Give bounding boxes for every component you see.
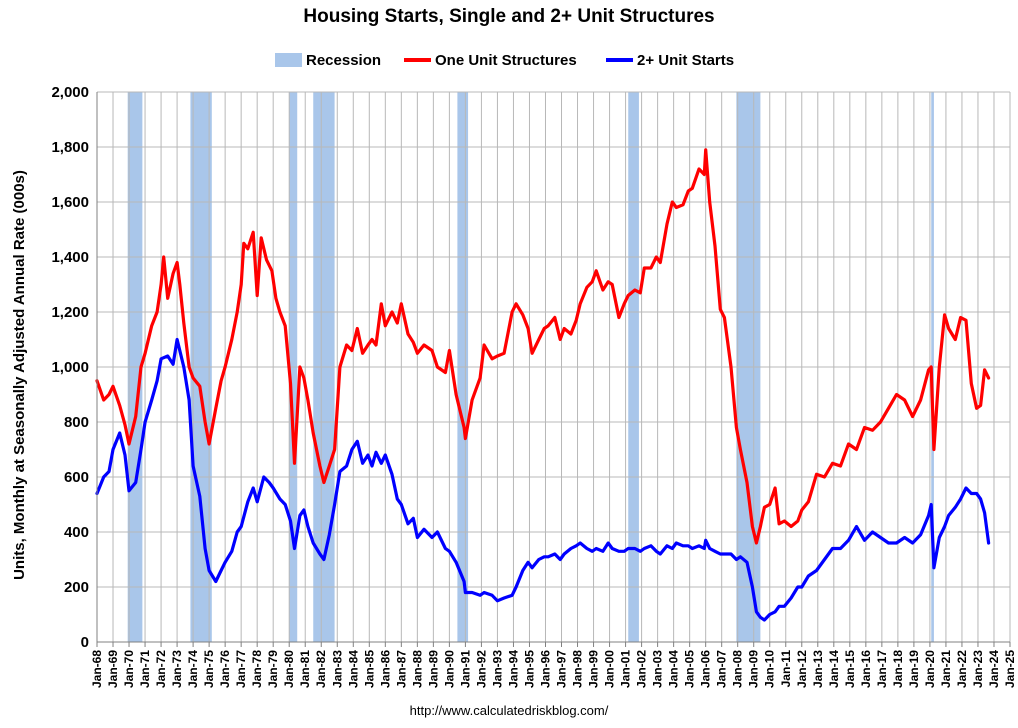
- x-tick-label: Jan-84: [346, 650, 360, 688]
- y-tick-label: 800: [64, 414, 89, 431]
- x-tick-label: Jan-98: [571, 650, 585, 688]
- x-tick-label: Jan-19: [907, 650, 921, 688]
- x-tick-label: Jan-89: [426, 650, 440, 688]
- chart-title: Housing Starts, Single and 2+ Unit Struc…: [303, 6, 715, 27]
- x-tick-label: Jan-23: [971, 650, 985, 688]
- x-tick-label: Jan-07: [715, 650, 729, 688]
- x-tick-label: Jan-77: [234, 650, 248, 688]
- x-tick-label: Jan-09: [747, 650, 761, 688]
- x-tick-label: Jan-22: [955, 650, 969, 688]
- x-tick-label: Jan-92: [474, 650, 488, 688]
- legend-swatch-multi-unit: [606, 58, 633, 62]
- y-tick-label: 0: [81, 634, 89, 651]
- x-tick-label: Jan-75: [202, 650, 216, 688]
- y-tick-label: 200: [64, 579, 89, 596]
- x-tick-label: Jan-93: [490, 650, 504, 688]
- legend-label-one-unit: One Unit Structures: [435, 51, 577, 69]
- y-tick-label: 1,800: [51, 139, 89, 156]
- legend-item-multi-unit: 2+ Unit Starts: [606, 49, 734, 71]
- legend-swatch-recession: [275, 53, 302, 67]
- legend-item-recession: Recession: [275, 49, 381, 71]
- plot-area: 0 200 400 600 800 1,000 1,200 1,400 1,600 1,800 2,…: [51, 84, 1017, 688]
- x-tick-label: Jan-04: [667, 650, 681, 688]
- x-tick-label: Jan-81: [298, 650, 312, 688]
- x-tick-label: Jan-03: [651, 650, 665, 688]
- legend-label-recession: Recession: [306, 51, 382, 69]
- x-tick-label: Jan-78: [250, 650, 264, 688]
- x-tick-label: Jan-08: [731, 650, 745, 688]
- x-tick-label: Jan-83: [330, 650, 344, 688]
- y-tick-label: 1,400: [51, 249, 89, 266]
- x-tick-label: Jan-94: [506, 650, 520, 688]
- x-tick-label: Jan-15: [843, 650, 857, 688]
- x-tick-label: Jan-72: [154, 650, 168, 688]
- legend-item-one-unit: One Unit Structures: [404, 49, 577, 71]
- x-tick-label: Jan-74: [186, 650, 200, 688]
- x-tick-label: Jan-18: [891, 650, 905, 688]
- source-url: http://www.calculatedriskblog.com/: [409, 703, 609, 718]
- x-tick-label: Jan-82: [314, 650, 328, 688]
- x-tick-label: Jan-79: [266, 650, 280, 688]
- x-tick-label: Jan-86: [378, 650, 392, 688]
- x-tick-label: Jan-95: [522, 650, 536, 688]
- legend-label-multi-unit: 2+ Unit Starts: [637, 51, 735, 69]
- y-tick-label: 1,200: [51, 304, 89, 321]
- x-tick-label: Jan-05: [683, 650, 697, 688]
- x-tick-label: Jan-80: [282, 650, 296, 688]
- x-tick-label: Jan-97: [555, 650, 569, 688]
- x-tick-label: Jan-73: [170, 650, 184, 688]
- x-tick-label: Jan-20: [923, 650, 937, 688]
- y-tick-label: 600: [64, 469, 89, 486]
- x-tick-label: Jan-10: [763, 650, 777, 688]
- y-tick-label: 400: [64, 524, 89, 541]
- series-line-multi-unit: [95, 337, 991, 622]
- x-tick-label: Jan-96: [538, 650, 552, 688]
- series-line-one-unit: [95, 148, 991, 545]
- x-tick-label: Jan-13: [811, 650, 825, 688]
- x-tick-label: Jan-16: [859, 650, 873, 688]
- x-tick-label: Jan-71: [138, 650, 152, 688]
- x-tick-label: Jan-11: [779, 650, 793, 688]
- x-tick-label: Jan-02: [635, 650, 649, 688]
- legend: Recession One Unit Structures 2+ Unit St…: [0, 49, 1018, 71]
- x-tick-label: Jan-06: [699, 650, 713, 688]
- x-tick-label: Jan-76: [218, 650, 232, 688]
- x-tick-label: Jan-87: [394, 650, 408, 688]
- y-tick-label: 2,000: [51, 84, 89, 101]
- x-tick-label: Jan-85: [362, 650, 376, 688]
- x-tick-label: Jan-69: [106, 650, 120, 688]
- x-tick-label: Jan-99: [587, 650, 601, 688]
- x-tick-label: Jan-70: [122, 650, 136, 688]
- y-tick-label: 1,000: [51, 359, 89, 376]
- x-tick-label: Jan-90: [442, 650, 456, 688]
- x-tick-label: Jan-17: [875, 650, 889, 688]
- x-tick-label: Jan-68: [90, 650, 104, 688]
- x-tick-label: Jan-21: [939, 650, 953, 688]
- x-tick-label: Jan-00: [603, 650, 617, 688]
- x-tick-label: Jan-12: [795, 650, 809, 688]
- x-tick-label: Jan-25: [1003, 650, 1017, 688]
- y-tick-label: 1,600: [51, 194, 89, 211]
- x-tick-label: Jan-14: [827, 650, 841, 688]
- x-tick-label: Jan-88: [410, 650, 424, 688]
- x-tick-label: Jan-01: [619, 650, 633, 688]
- x-tick-label: Jan-24: [987, 650, 1001, 688]
- x-tick-label: Jan-91: [458, 650, 472, 688]
- legend-swatch-one-unit: [404, 58, 431, 62]
